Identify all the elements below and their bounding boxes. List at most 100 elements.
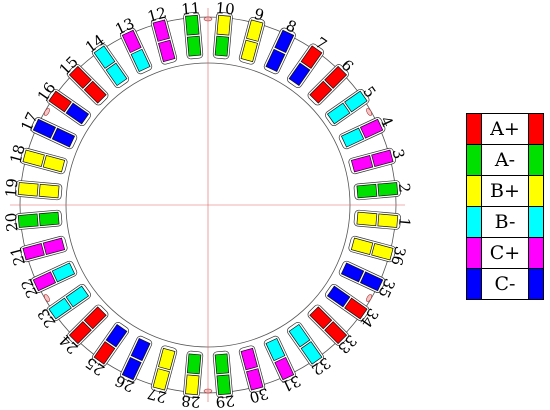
legend-swatch-right <box>529 238 543 268</box>
slot-inner-coil <box>288 323 311 348</box>
legend-swatch-left <box>467 145 481 175</box>
slot-outer-coil <box>32 271 57 292</box>
slot-outer-coil <box>300 341 323 365</box>
slot-inner-coil <box>158 347 176 371</box>
slot-number-label: 27 <box>145 384 168 406</box>
slot-inner-coil <box>51 127 76 148</box>
slot-inner-coil <box>309 306 333 330</box>
slot-outer-coil <box>344 90 368 113</box>
winding-slot <box>91 43 130 88</box>
slot-outer-coil <box>377 213 399 228</box>
slot-inner-coil <box>42 237 66 255</box>
slot-outer-coil <box>17 182 39 197</box>
winding-slot <box>120 27 153 75</box>
winding-slot <box>91 322 130 367</box>
slot-outer-coil <box>22 243 45 261</box>
legend-item: A- <box>466 144 544 176</box>
slot-inner-coil <box>309 80 333 104</box>
legend-item: C+ <box>466 237 544 269</box>
slot-outer-coil <box>359 271 384 292</box>
mounting-notch <box>366 294 373 302</box>
slot-inner-coil <box>158 39 176 63</box>
center-axes <box>10 8 405 402</box>
slot-inner-coil <box>51 262 76 283</box>
slot-outer-coil <box>17 213 39 228</box>
legend-item: B+ <box>466 175 544 207</box>
winding-slot <box>286 43 325 88</box>
slot-number-label: 19 <box>2 178 22 199</box>
winding-slot <box>338 260 386 293</box>
mounting-notch <box>43 108 50 116</box>
slot-inner-coil <box>350 155 374 173</box>
legend-swatch-left <box>467 269 481 299</box>
winding-slot <box>325 283 370 322</box>
legend-label: C+ <box>481 238 529 268</box>
winding-slot <box>20 147 68 175</box>
slot-number-label: 2 <box>395 182 414 193</box>
slot-number-label: 18 <box>7 142 29 165</box>
slot-inner-coil <box>83 80 107 104</box>
slot-outer-coil <box>152 368 170 391</box>
winding-slot <box>263 335 296 383</box>
slot-outer-coil <box>48 297 72 320</box>
legend-item: A+ <box>466 113 544 145</box>
slot-inner-coil <box>240 39 258 63</box>
slot-inner-coil <box>83 306 107 330</box>
slot-outer-coil <box>324 321 348 345</box>
slot-inner-coil <box>265 337 286 362</box>
winding-slot <box>353 180 401 201</box>
slot-outer-coil <box>121 29 142 54</box>
slot-inner-coil <box>340 127 365 148</box>
slot-outer-coil <box>246 368 264 391</box>
phase-legend: A+ A- B+ B- C+ C- <box>466 113 544 300</box>
slot-outer-coil <box>93 45 116 69</box>
slot-outer-coil <box>371 149 394 167</box>
winding-slot <box>46 283 91 322</box>
slot-outer-coil <box>274 356 295 381</box>
slot-outer-coil <box>344 297 368 320</box>
winding-slot <box>30 117 78 150</box>
slot-outer-coil <box>324 65 348 89</box>
slot-number-label: 20 <box>2 212 22 233</box>
legend-label: A+ <box>481 114 529 144</box>
slot-number-label: 1 <box>395 217 414 228</box>
slot-outer-coil <box>185 14 200 36</box>
winding-slot <box>67 304 109 346</box>
slot-inner-coil <box>105 323 128 348</box>
slot-inner-coil <box>105 62 128 87</box>
winding-slot <box>150 345 178 393</box>
winding-slot <box>15 209 63 230</box>
slot-outer-coil <box>32 118 57 139</box>
winding-slot <box>212 350 233 398</box>
slot-inner-coil <box>214 35 230 57</box>
legend-label: C- <box>481 269 529 299</box>
slot-inner-coil <box>130 337 151 362</box>
winding-slot <box>150 17 178 65</box>
legend-item: B- <box>466 206 544 238</box>
legend-swatch-right <box>529 176 543 206</box>
slot-number-label: 4 <box>376 114 396 130</box>
winding-slot <box>338 117 386 150</box>
slot-outer-coil <box>371 243 394 261</box>
slot-outer-coil <box>22 149 45 167</box>
slot-outer-coil <box>274 29 295 54</box>
legend-label: B- <box>481 207 529 237</box>
slot-inner-coil <box>265 48 286 73</box>
slot-inner-coil <box>350 237 374 255</box>
slot-outer-coil <box>93 341 116 365</box>
legend-swatch-left <box>467 176 481 206</box>
slot-number-label: 3 <box>388 147 408 161</box>
winding-slot <box>120 335 153 383</box>
legend-swatch-right <box>529 207 543 237</box>
slot-outer-coil <box>185 374 200 396</box>
slot-inner-coil <box>326 285 351 308</box>
slot-number-label: 36 <box>387 244 409 267</box>
legend-swatch-right <box>529 145 543 175</box>
slot-number-label: 8 <box>283 16 299 36</box>
slot-inner-coil <box>326 102 351 125</box>
legend-label: A- <box>481 145 529 175</box>
winding-slot <box>238 345 266 393</box>
slot-outer-coil <box>68 321 92 345</box>
slot-outer-coil <box>246 19 264 42</box>
slot-number-label: 9 <box>252 5 266 25</box>
